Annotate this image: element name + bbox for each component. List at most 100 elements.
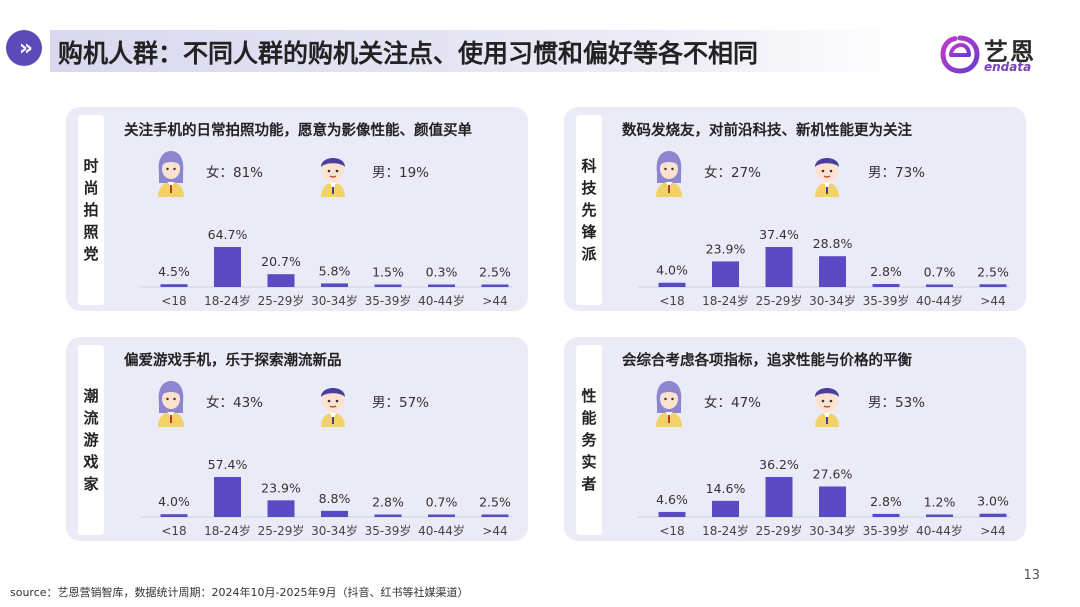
male-share: 男：19% <box>372 165 430 181</box>
segment-heading: 数码发烧友，对前沿科技、新机性能更为关注 <box>622 123 912 139</box>
segment-label-box: 性能务实者 <box>576 345 602 535</box>
category-label: 25-29岁 <box>258 293 305 307</box>
data-label: 28.8% <box>813 236 853 251</box>
category-label: 30-34岁 <box>809 523 856 537</box>
female-share: 女：47% <box>704 395 762 411</box>
category-label: 35-39岁 <box>365 293 412 307</box>
bar <box>765 247 793 287</box>
endata-logo: 艺恩 endata <box>940 32 1050 76</box>
age-bar-chart: 4.5% <18 64.7% 18-24岁 20.7% 25-29岁 5.8% 30-34岁 1… <box>140 227 512 307</box>
bar <box>979 284 1007 287</box>
male-avatar-icon <box>815 388 839 427</box>
male-share: 男：73% <box>868 165 926 181</box>
female-avatar-icon <box>158 151 184 197</box>
source-note: source：艺恩营销智库，数据统计周期：2024年10月-2025年9月（抖音… <box>10 586 469 599</box>
bar <box>979 513 1007 517</box>
data-label: 0.7% <box>426 495 458 510</box>
bar <box>926 284 953 287</box>
data-label: 2.8% <box>870 494 902 509</box>
male-avatar-icon <box>815 158 839 197</box>
logo-name-en: endata <box>984 60 1032 74</box>
category-label: 30-34岁 <box>809 293 856 307</box>
data-label: 3.0% <box>977 494 1009 509</box>
data-label: 2.5% <box>479 495 511 510</box>
double-chevron-right-icon: ›› <box>6 30 42 66</box>
endata-logo-mark-icon <box>940 35 980 74</box>
category-label: <18 <box>659 524 684 537</box>
category-label: <18 <box>659 294 684 307</box>
bar <box>819 486 846 517</box>
segment-label-box: 时尚拍照党 <box>78 115 104 305</box>
data-label: 37.4% <box>759 227 799 242</box>
segment-heading: 会综合考虑各项指标，追求性能与价格的平衡 <box>622 353 912 369</box>
data-label: 0.3% <box>426 265 458 280</box>
male-avatar-icon <box>321 388 345 427</box>
segment-label: 性能务实者 <box>581 387 597 493</box>
data-label: 20.7% <box>261 254 301 269</box>
age-bar-chart: 4.0% <18 57.4% 18-24岁 23.9% 25-29岁 8.8% 30-34岁 2… <box>140 457 512 537</box>
data-label: 2.5% <box>479 265 511 280</box>
female-avatar-icon <box>656 381 682 427</box>
page-number: 13 <box>1023 568 1040 583</box>
bar <box>321 283 348 287</box>
female-share: 女：81% <box>206 165 264 181</box>
bar <box>160 284 188 287</box>
female-avatar-icon <box>158 381 184 427</box>
bar <box>819 256 846 287</box>
data-label: 27.6% <box>813 467 853 482</box>
data-label: 8.8% <box>319 491 351 506</box>
category-label: 40-44岁 <box>418 523 465 537</box>
data-label: 36.2% <box>759 457 799 472</box>
segment-label-box: 潮流游戏家 <box>78 345 104 535</box>
segment-label: 时尚拍照党 <box>83 157 99 263</box>
category-label: 40-44岁 <box>916 293 963 307</box>
bar <box>428 514 455 517</box>
male-share: 男：57% <box>372 395 430 411</box>
category-label: <18 <box>161 294 186 307</box>
category-label: 18-24岁 <box>204 293 251 307</box>
bar <box>267 500 295 517</box>
category-label: 35-39岁 <box>365 523 412 537</box>
category-label: 18-24岁 <box>702 293 749 307</box>
female-share: 女：27% <box>704 165 762 181</box>
category-label: 25-29岁 <box>756 523 803 537</box>
male-share: 男：53% <box>868 395 926 411</box>
category-label: >44 <box>482 294 507 307</box>
bar <box>712 261 739 287</box>
bar <box>267 274 295 287</box>
bar <box>481 514 509 517</box>
data-label: 4.5% <box>158 264 190 279</box>
category-label: >44 <box>980 294 1005 307</box>
bar <box>374 284 402 287</box>
title-bar <box>50 30 908 72</box>
bar <box>872 513 900 517</box>
data-label: 14.6% <box>706 481 746 496</box>
category-label: >44 <box>482 524 507 537</box>
data-label: 2.5% <box>977 264 1009 279</box>
segment-panel-gaming: 潮流游戏家 偏爱游戏手机，乐于探索潮流新品 女：43% 男：57% 4.0% <1… <box>66 337 528 541</box>
category-label: >44 <box>980 524 1005 537</box>
data-label: 1.2% <box>924 495 956 510</box>
segment-panel-pragmatic: 性能务实者 会综合考虑各项指标，追求性能与价格的平衡 女：47% 男：53% 4… <box>564 337 1026 541</box>
category-label: 30-34岁 <box>311 293 358 307</box>
data-label: 1.5% <box>372 265 404 280</box>
category-label: <18 <box>161 524 186 537</box>
data-label: 2.8% <box>372 495 404 510</box>
category-label: 40-44岁 <box>916 523 963 537</box>
data-label: 0.7% <box>924 265 956 280</box>
segment-heading: 偏爱游戏手机，乐于探索潮流新品 <box>124 353 342 369</box>
segment-heading: 关注手机的日常拍照功能，愿意为影像性能、颜值买单 <box>124 123 472 139</box>
page-title: 购机人群：不同人群的购机关注点、使用习惯和偏好等各不相同 <box>58 39 759 68</box>
bar <box>321 510 348 517</box>
bar <box>658 511 686 517</box>
category-label: 40-44岁 <box>418 293 465 307</box>
bar <box>658 282 686 287</box>
bar <box>712 500 739 517</box>
bar <box>428 284 455 287</box>
bar <box>872 284 900 287</box>
segment-panel-tech: 科技先锋派 数码发烧友，对前沿科技、新机性能更为关注 女：27% 男：73% 4… <box>564 107 1026 311</box>
category-label: 35-39岁 <box>863 523 910 537</box>
male-avatar-icon <box>321 158 345 197</box>
data-label: 4.6% <box>656 492 688 507</box>
bar <box>374 514 402 517</box>
